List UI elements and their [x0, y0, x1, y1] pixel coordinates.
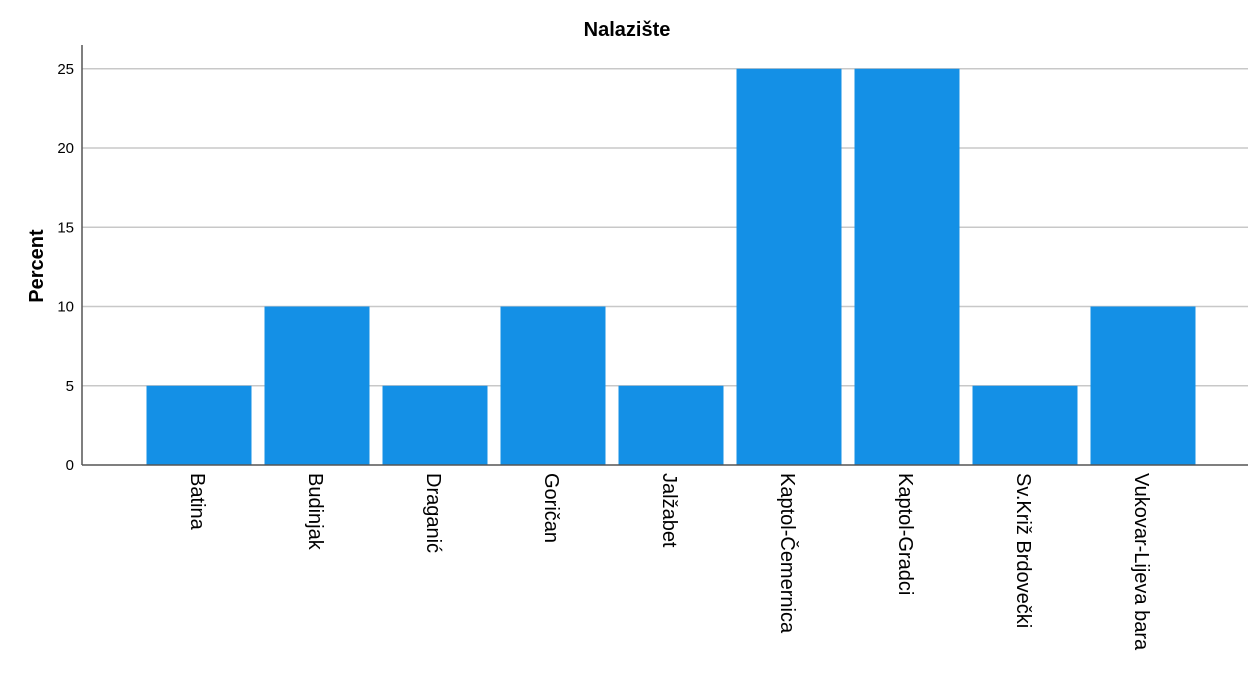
- chart-title: Nalazište: [584, 19, 671, 41]
- bar: [146, 385, 252, 465]
- x-tick-label: Batina: [186, 473, 208, 531]
- y-tick-label: 25: [57, 61, 74, 78]
- bar: [264, 306, 370, 465]
- bar: [1090, 306, 1196, 465]
- x-tick-label: Vukovar-Lijeva bara: [1130, 473, 1152, 651]
- gridlines: [82, 68, 1248, 387]
- x-tick-label: Jalžabet: [658, 473, 680, 548]
- y-tick-label: 20: [57, 140, 74, 157]
- y-tick-label: 10: [57, 299, 74, 316]
- bar: [618, 385, 724, 465]
- bar: [500, 306, 606, 465]
- category-labels: Batina Budinjak Draganić Goričan Jalžabet Kap…: [186, 473, 1152, 651]
- y-tick-label: 0: [66, 457, 74, 474]
- x-tick-label: Goričan: [540, 473, 562, 543]
- x-tick-label: Kaptol-Čemernica: [776, 473, 799, 634]
- x-tick-label: Budinjak: [304, 473, 326, 551]
- bar: [382, 385, 488, 465]
- x-tick-label: Sv.Križ Brdovečki: [1012, 473, 1034, 628]
- y-tick-label: 15: [57, 219, 74, 236]
- bars: [146, 68, 1196, 465]
- bar: [736, 68, 842, 465]
- y-tick-labels: 0 5 10 15 20 25: [57, 61, 74, 474]
- bar: [854, 68, 960, 465]
- bar: [972, 385, 1078, 465]
- x-tick-label: Draganić: [422, 473, 444, 553]
- y-axis-label: Percent: [26, 229, 48, 303]
- x-tick-label: Kaptol-Gradci: [894, 473, 916, 595]
- y-tick-label: 5: [66, 378, 74, 395]
